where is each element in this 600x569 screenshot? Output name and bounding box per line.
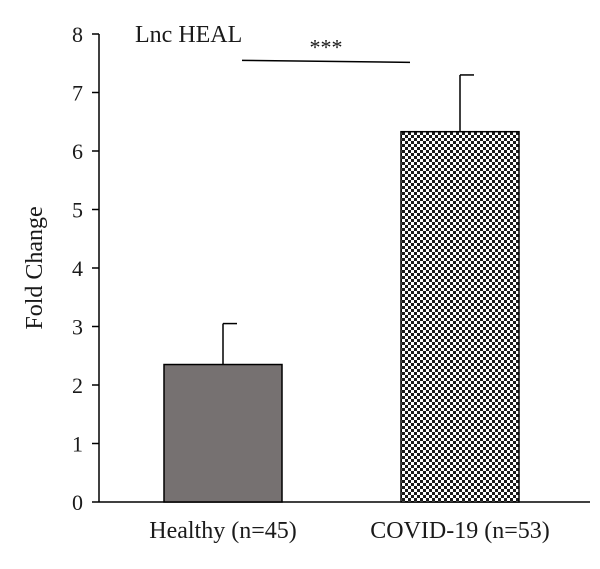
- y-tick-label-6: 6: [72, 139, 83, 164]
- y-tick-label-1: 1: [72, 432, 83, 457]
- significance-label: ***: [310, 34, 343, 59]
- x-category-label-1: COVID-19 (n=53): [370, 518, 550, 544]
- y-tick-label-7: 7: [72, 81, 83, 106]
- y-tick-label-2: 2: [72, 373, 83, 398]
- bar-healthy: [164, 365, 282, 502]
- y-tick-label-8: 8: [72, 22, 83, 47]
- y-tick-label-5: 5: [72, 198, 83, 223]
- chart-title: Lnc HEAL: [135, 22, 242, 48]
- bar-covid-19: [401, 132, 519, 502]
- y-axis-title: Fold Change: [22, 206, 48, 329]
- y-tick-label-0: 0: [72, 490, 83, 515]
- y-tick-label-3: 3: [72, 315, 83, 340]
- x-category-label-0: Healthy (n=45): [149, 518, 297, 544]
- significance-line: [242, 60, 410, 62]
- y-tick-label-4: 4: [72, 256, 83, 281]
